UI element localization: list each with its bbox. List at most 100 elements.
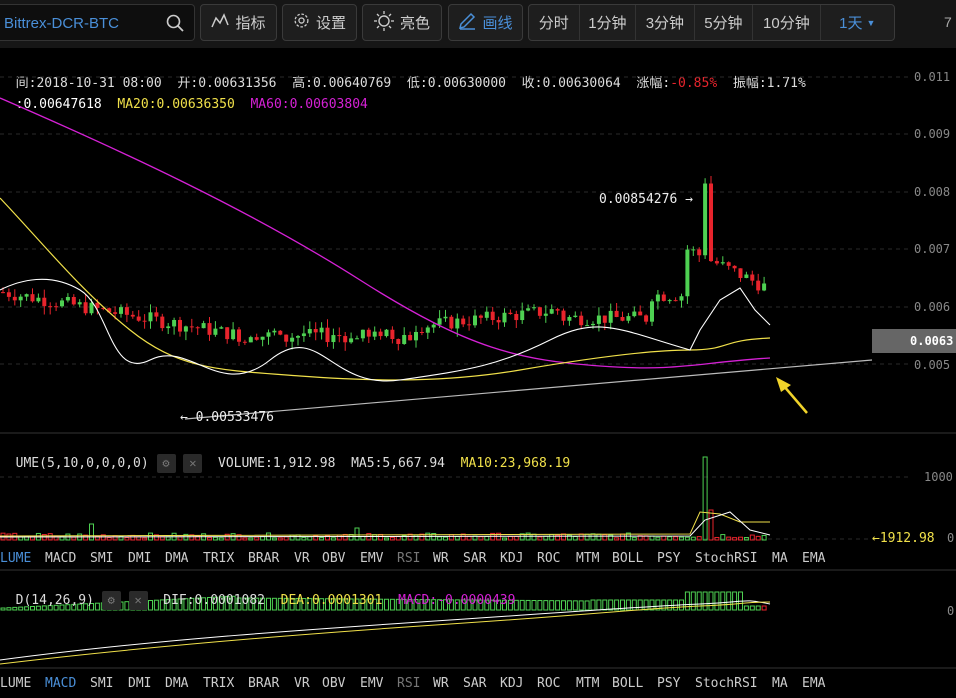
- chart-grid: [0, 76, 956, 669]
- tab-sar[interactable]: SAR: [463, 676, 487, 691]
- macd-bar: [283, 597, 289, 611]
- macd-bar: [661, 599, 667, 611]
- tab-trix[interactable]: TRIX: [203, 676, 235, 691]
- volume-axis-zero: 0: [947, 531, 955, 545]
- tab-dmi[interactable]: DMI: [128, 676, 152, 691]
- tab-smi[interactable]: SMI: [90, 676, 114, 691]
- candle-body: [644, 315, 649, 322]
- timeframe-1m[interactable]: 1分钟: [580, 5, 637, 40]
- volume-bar: [165, 536, 171, 541]
- symbol-input[interactable]: [4, 12, 154, 34]
- tab-ema[interactable]: EMA: [802, 676, 826, 691]
- tab-trix[interactable]: TRIX: [203, 551, 235, 566]
- timeframe-5m[interactable]: 5分钟: [695, 5, 754, 40]
- candle-body: [337, 335, 342, 337]
- candle-body: [614, 310, 619, 317]
- macd-bar: [502, 599, 507, 611]
- candle-body: [65, 297, 70, 301]
- tab-ma[interactable]: MA: [772, 551, 788, 566]
- tab-wr[interactable]: WR: [433, 551, 449, 566]
- candle-body: [425, 327, 430, 333]
- volume-bar: [755, 535, 761, 541]
- macd-bar: [266, 597, 271, 611]
- tab-mtm[interactable]: MTM: [576, 551, 600, 566]
- candle-body: [726, 262, 731, 266]
- volume-bar: [342, 533, 348, 541]
- tab-rsi[interactable]: RSI: [397, 551, 421, 566]
- macd-bar: [83, 603, 89, 611]
- settings-gear-icon[interactable]: ⚙: [156, 454, 176, 473]
- volume-bar: [407, 533, 413, 541]
- candle-body: [325, 327, 330, 343]
- tab-vr[interactable]: VR: [294, 551, 310, 566]
- close-icon[interactable]: ✕: [128, 591, 148, 610]
- tab-roc[interactable]: ROC: [537, 551, 561, 566]
- tab-kdj[interactable]: KDJ: [500, 676, 524, 691]
- macd-bar: [437, 599, 443, 611]
- macd-bar: [24, 606, 30, 611]
- brightness-button[interactable]: 亮色: [362, 4, 442, 41]
- tab-vr[interactable]: VR: [294, 676, 310, 691]
- symbol-search[interactable]: [0, 4, 195, 41]
- timeframe-3m[interactable]: 3分钟: [636, 5, 695, 40]
- candle-body: [697, 249, 702, 256]
- candle-body: [667, 300, 672, 302]
- tab-stochrsi[interactable]: StochRSI: [695, 551, 758, 566]
- timeframe-selector: 分时 1分钟 3分钟 5分钟 10分钟 1天 ▼: [528, 4, 895, 41]
- settings-button[interactable]: 设置: [282, 4, 357, 41]
- indicators-button[interactable]: 指标: [200, 4, 277, 41]
- macd-bar: [271, 597, 277, 611]
- tab-obv[interactable]: OBV: [322, 676, 346, 691]
- macd-bar: [189, 597, 195, 611]
- tab-ema[interactable]: EMA: [802, 551, 826, 566]
- tab-psy[interactable]: PSY: [657, 551, 681, 566]
- volume-bar: [106, 537, 112, 541]
- price-axis-label: 0.008: [914, 185, 951, 199]
- draw-line-button[interactable]: 画线: [448, 4, 523, 41]
- tab-brar[interactable]: BRAR: [248, 551, 280, 566]
- tab-emv[interactable]: EMV: [360, 676, 384, 691]
- volume-bar: [419, 533, 425, 541]
- candle-body: [313, 329, 318, 333]
- tab-psy[interactable]: PSY: [657, 676, 681, 691]
- tab-dma[interactable]: DMA: [165, 676, 189, 691]
- tab-obv[interactable]: OBV: [322, 551, 346, 566]
- macd-bar: [183, 598, 189, 611]
- timeframe-tick[interactable]: 分时: [529, 5, 580, 40]
- macd-bar: [89, 603, 94, 611]
- macd-bar: [478, 599, 484, 611]
- tab-lume[interactable]: LUME: [0, 551, 32, 566]
- timeframe-1d[interactable]: 1天 ▼: [839, 15, 876, 32]
- price-chart[interactable]: [0, 48, 956, 693]
- ma60-value: MA60:0.00603804: [250, 97, 368, 112]
- close-icon[interactable]: ✕: [183, 454, 203, 473]
- tab-roc[interactable]: ROC: [537, 676, 561, 691]
- tab-dmi[interactable]: DMI: [128, 551, 152, 566]
- time-info: 间:2018-10-31 08:00: [15, 76, 162, 91]
- tab-smi[interactable]: SMI: [90, 551, 114, 566]
- tab-lume[interactable]: LUME: [0, 676, 32, 691]
- search-icon[interactable]: [166, 14, 184, 36]
- timeframe-10m[interactable]: 10分钟: [753, 5, 821, 40]
- tab-stochrsi[interactable]: StochRSI: [695, 676, 758, 691]
- tab-ma[interactable]: MA: [772, 676, 788, 691]
- volume-bar: [319, 537, 325, 541]
- tab-macd[interactable]: MACD: [45, 551, 77, 566]
- candle-body: [237, 329, 241, 342]
- tab-kdj[interactable]: KDJ: [500, 551, 524, 566]
- macd-bar: [165, 599, 171, 611]
- candle-body: [573, 315, 578, 318]
- macd-bar: [602, 599, 608, 611]
- settings-gear-icon[interactable]: ⚙: [101, 591, 121, 610]
- candle-body: [142, 320, 147, 322]
- tab-brar[interactable]: BRAR: [248, 676, 280, 691]
- tab-boll[interactable]: BOLL: [612, 551, 644, 566]
- tab-emv[interactable]: EMV: [360, 551, 384, 566]
- tab-rsi[interactable]: RSI: [397, 676, 421, 691]
- tab-macd[interactable]: MACD: [45, 676, 77, 691]
- tab-boll[interactable]: BOLL: [612, 676, 644, 691]
- tab-dma[interactable]: DMA: [165, 551, 189, 566]
- tab-wr[interactable]: WR: [433, 676, 449, 691]
- tab-mtm[interactable]: MTM: [576, 676, 600, 691]
- tab-sar[interactable]: SAR: [463, 551, 487, 566]
